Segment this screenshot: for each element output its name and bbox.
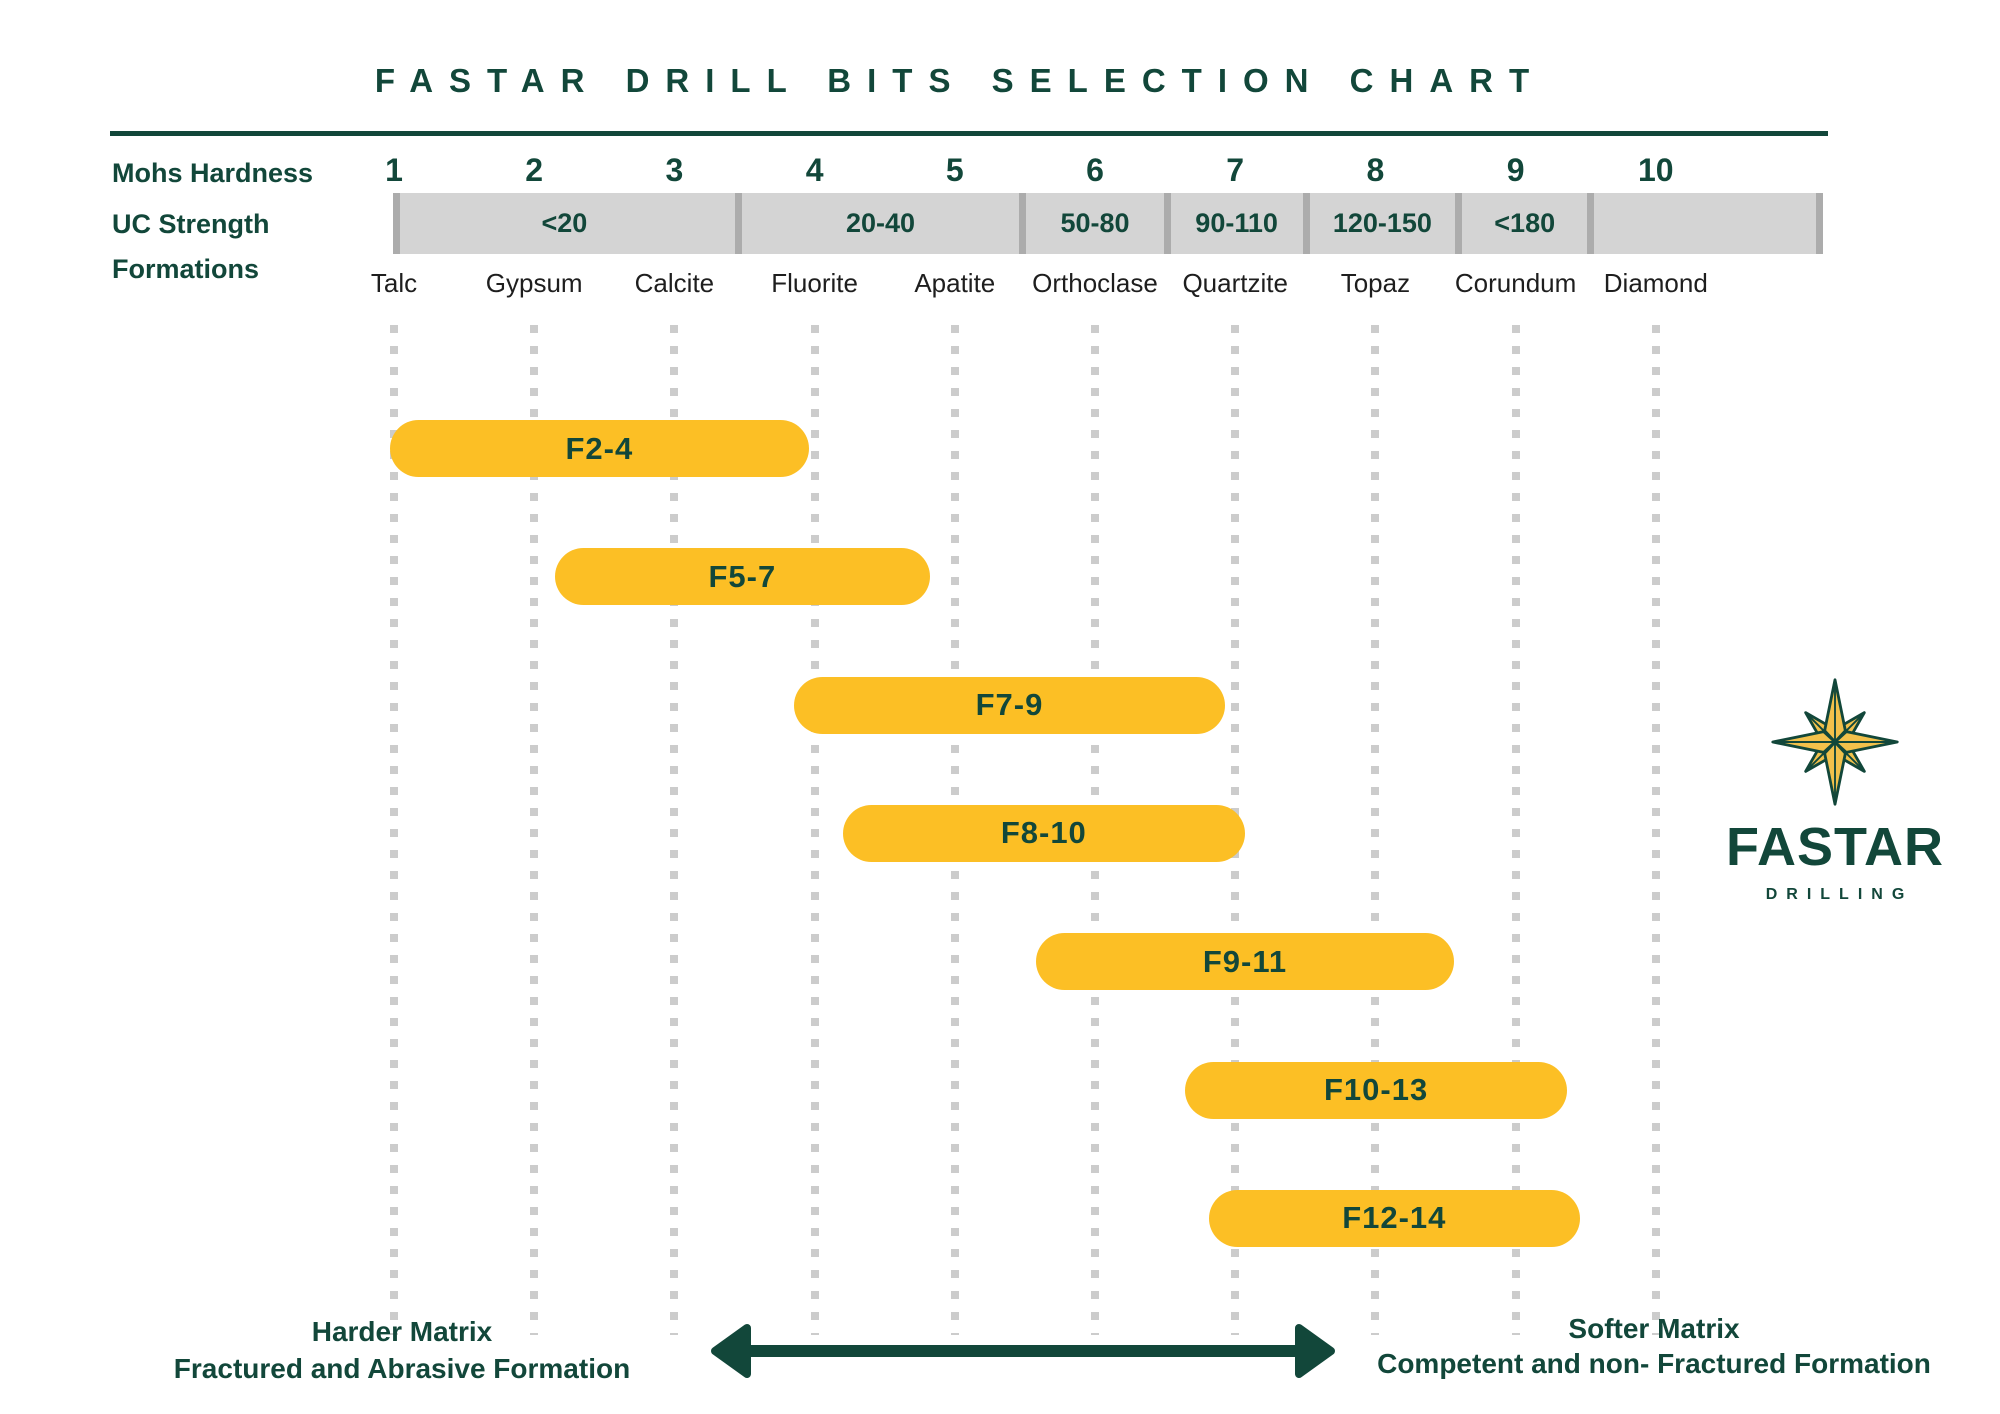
mohs-tick-6: 6: [1086, 152, 1104, 188]
bit-pill-label: F7-9: [975, 687, 1044, 723]
page-title: FASTAR DRILL BITS SELECTION CHART: [374, 62, 1546, 99]
harder-matrix-line2: Fractured and Abrasive Formation: [173, 1353, 631, 1384]
bit-pill-f12-14: F12-14: [1208, 1189, 1581, 1247]
grid-line-4: [810, 325, 819, 1335]
bit-pill-f7-9: F7-9: [793, 676, 1226, 734]
grid-line-8: [1371, 325, 1380, 1335]
bit-pill-label: F5-7: [708, 558, 777, 594]
formation-topaz: Topaz: [1340, 268, 1411, 298]
logo-wordmark: FASTAR: [1726, 817, 1944, 877]
softer-matrix-line2: Competent and non- Fractured Formation: [1377, 1348, 1931, 1379]
formation-orthoclase: Orthoclase: [1032, 268, 1158, 298]
bit-pill-f9-11: F9-11: [1036, 933, 1454, 991]
bit-pill-label: F10-13: [1323, 1072, 1429, 1108]
fastar-drilling-logo: FASTAR DRILLING: [1713, 676, 1957, 904]
mohs-tick-5: 5: [945, 152, 964, 188]
formation-diamond: Diamond: [1603, 268, 1708, 298]
formations-row-label: Formations: [112, 254, 260, 284]
uc-segment-label: 90-110: [1195, 208, 1278, 238]
bit-pill-f8-10: F8-10: [842, 804, 1245, 862]
uc-segment-label: 120-150: [1332, 208, 1432, 238]
bit-pill-label: F9-11: [1202, 943, 1288, 979]
harder-matrix-annotation: Harder Matrix Fractured and Abrasive For…: [100, 1313, 704, 1387]
bit-pill-label: F8-10: [1000, 815, 1087, 851]
mohs-tick-1: 1: [385, 152, 403, 188]
formation-corundum: Corundum: [1454, 268, 1577, 298]
formation-calcite: Calcite: [634, 268, 715, 298]
mohs-tick-9: 9: [1506, 152, 1525, 188]
header-rule: [110, 131, 1828, 136]
uc-segment: <20: [394, 193, 742, 254]
uc-segment-label: 50-80: [1060, 208, 1130, 238]
uc-segment-label: <180: [1494, 208, 1556, 238]
uc-segment-label: <20: [541, 208, 588, 238]
uc-segment: 120-150: [1310, 193, 1463, 254]
uc-bar-left-cap: [393, 193, 400, 254]
bit-pill-f2-4: F2-4: [389, 420, 809, 477]
mohs-tick-2: 2: [525, 152, 544, 188]
mohs-tick-7: 7: [1226, 152, 1245, 188]
mohs-tick-3: 3: [665, 152, 684, 188]
grid-line-1: [390, 325, 398, 1335]
bit-pill-label: F12-14: [1342, 1200, 1447, 1236]
softer-matrix-line1: Softer Matrix: [1568, 1313, 1740, 1344]
grid-line-2: [530, 325, 539, 1335]
mohs-tick-8: 8: [1366, 152, 1385, 188]
compass-star-icon: [1771, 678, 1899, 806]
grid-line-3: [670, 325, 679, 1335]
mohs-tick-10: 10: [1638, 152, 1674, 188]
bit-pill-label: F2-4: [565, 430, 634, 466]
formation-apatite: Apatite: [914, 268, 996, 298]
bit-pill-f5-7: F5-7: [555, 548, 930, 606]
harder-matrix-line1: Harder Matrix: [311, 1316, 493, 1347]
formation-fluorite: Fluorite: [771, 268, 858, 298]
uc-segment: 20-40: [742, 193, 1027, 254]
uc-segment: <180: [1462, 193, 1595, 254]
grid-line-9: [1511, 325, 1520, 1335]
uc-strength-row-label: UC Strength: [112, 209, 270, 239]
uc-segment: 90-110: [1171, 193, 1310, 254]
softer-matrix-annotation: Softer Matrix Competent and non- Fractur…: [1352, 1311, 1956, 1381]
formation-talc: Talc: [370, 268, 418, 298]
uc-strength-bar: <20 20-40 50-80 90-110 120-150 <180: [393, 193, 1823, 254]
bit-pill-f10-13: F10-13: [1184, 1061, 1568, 1119]
formations-row: Talc Gypsum Calcite Fluorite Apatite Orthocla…: [0, 268, 2000, 302]
hardness-range-arrow-icon: [703, 1320, 1343, 1384]
grid-line-10: [1651, 325, 1660, 1335]
mohs-tick-4: 4: [805, 152, 824, 188]
logo-subtitle: DRILLING: [1765, 886, 1914, 903]
uc-segment: 50-80: [1026, 193, 1171, 254]
formation-gypsum: Gypsum: [485, 268, 583, 298]
mohs-numbers-row: 1 2 3 4 5 6 7 8 9 10: [0, 152, 2000, 192]
formation-quartzite: Quartzite: [1182, 268, 1288, 298]
uc-segment-label: 20-40: [845, 208, 916, 238]
uc-bar-right-cap: [1816, 193, 1823, 254]
mohs-hardness-row-label: Mohs Hardness: [112, 158, 314, 188]
